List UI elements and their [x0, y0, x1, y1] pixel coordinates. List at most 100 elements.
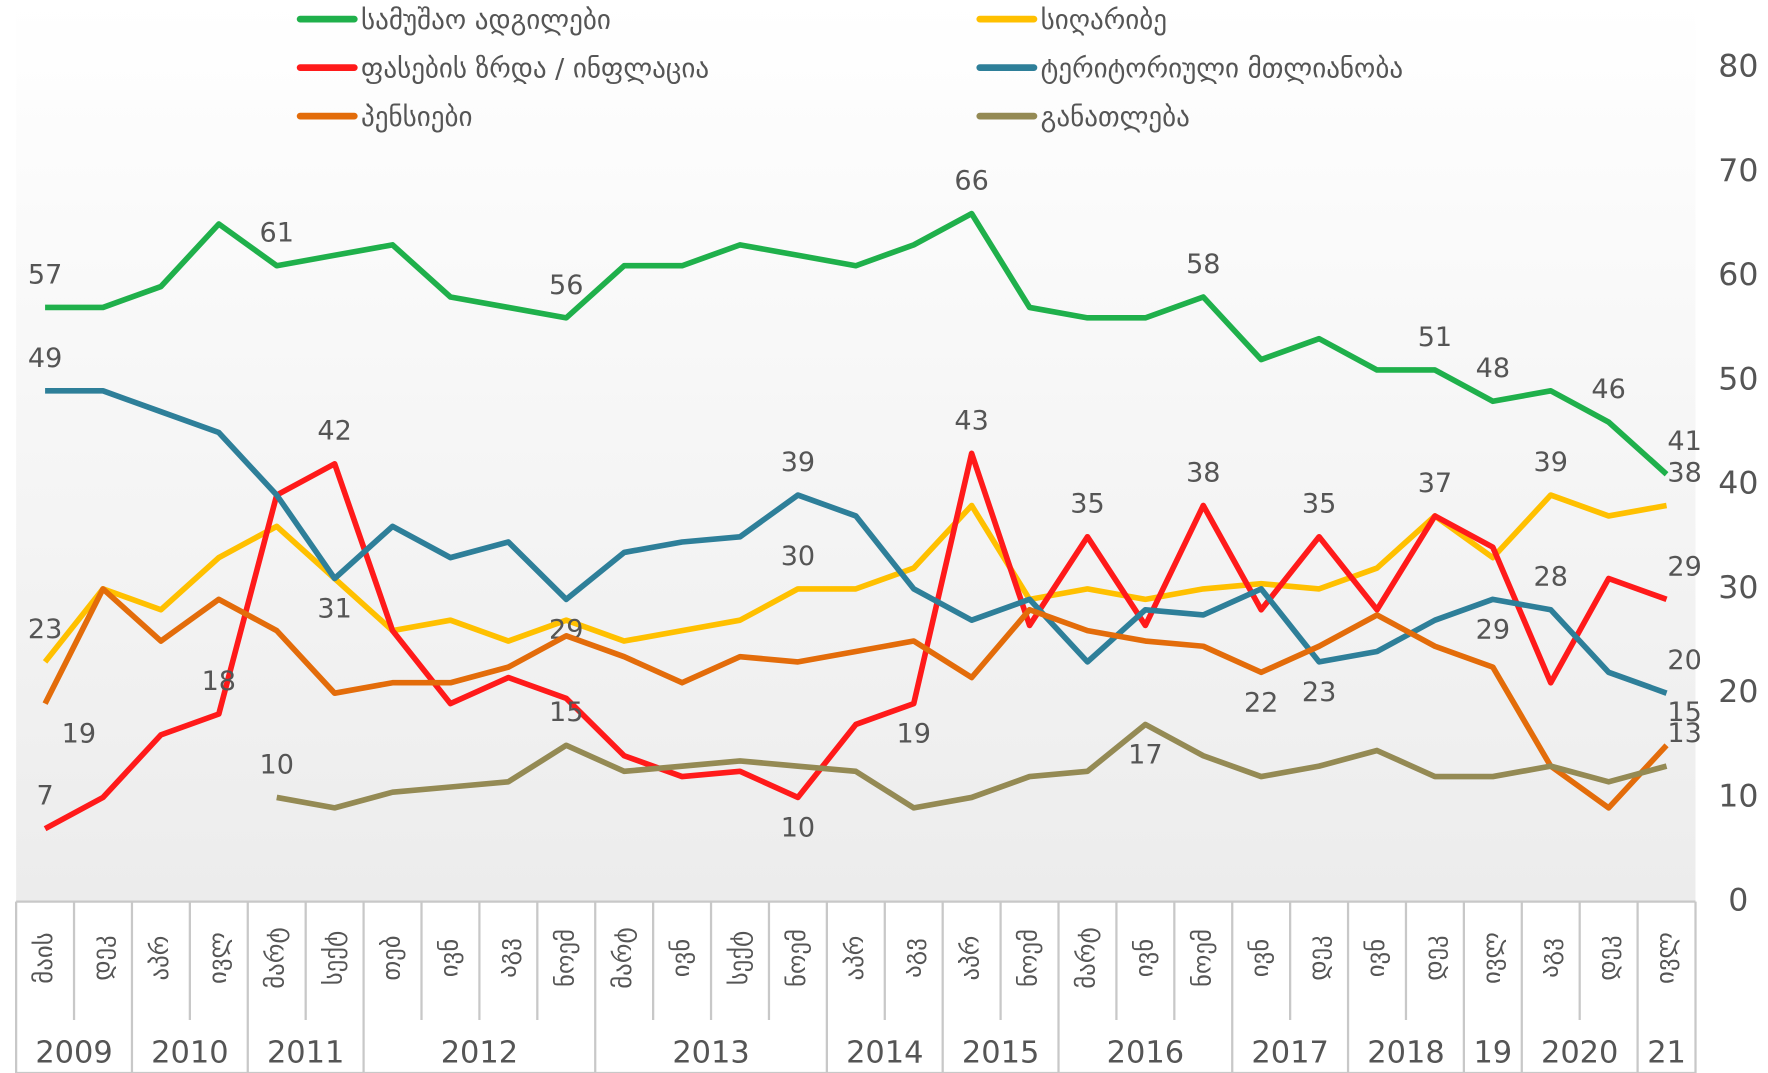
x-tick-label: დეკ [1593, 935, 1622, 980]
data-label: 61 [260, 218, 294, 249]
series-line [43, 450, 1668, 832]
y-tick-label: 50 [1718, 361, 1758, 397]
y-tick-label: 10 [1718, 778, 1758, 814]
x-tick-label: ივნ [666, 939, 695, 977]
data-label: 38 [1186, 457, 1220, 488]
data-label: 17 [1128, 740, 1162, 771]
series-line [45, 388, 1668, 696]
data-label: 15 [549, 697, 583, 728]
legend-label: განათლება [1041, 102, 1190, 133]
data-label: 13 [1667, 718, 1701, 749]
data-label: 23 [1302, 677, 1336, 708]
x-group-label: 2018 [1367, 1035, 1444, 1070]
x-tick-label: სექტ [724, 931, 753, 985]
x-group-label: 2012 [441, 1035, 518, 1070]
data-label: 15 [1667, 697, 1701, 728]
x-group-label: 2014 [846, 1035, 923, 1070]
x-tick-label: მაის [29, 932, 58, 983]
legend-label: ტერიტორიული მთლიანობა [1041, 53, 1403, 84]
x-tick-label: ივნ [434, 939, 463, 977]
x-group-label: 2016 [1107, 1035, 1184, 1070]
series-line [276, 721, 1668, 811]
x-tick-label: ივნ [1361, 939, 1390, 977]
data-label: 66 [954, 166, 988, 197]
plot-background [16, 0, 1696, 902]
data-label: 58 [1186, 249, 1220, 280]
data-label: 56 [549, 270, 583, 301]
data-label: 22 [1244, 687, 1278, 718]
x-group-label: 2013 [672, 1035, 749, 1070]
x-group-label: 19 [1473, 1035, 1512, 1070]
data-label: 23 [28, 614, 62, 645]
x-tick-label: აგვ [1535, 938, 1564, 978]
x-group-label: 2009 [35, 1035, 112, 1070]
x-tick-label: აპრ [145, 936, 174, 981]
legend-label: სიღარიბე [1041, 5, 1167, 36]
data-label: 31 [317, 594, 351, 625]
data-label: 39 [781, 447, 815, 478]
data-label: 35 [1070, 489, 1104, 520]
y-tick-label: 40 [1718, 466, 1758, 502]
y-tick-label: 80 [1718, 49, 1758, 85]
x-tick-label: ნოემ [1187, 929, 1216, 987]
x-tick-label: ნოემ [550, 929, 579, 987]
x-tick-label: სექტ [319, 931, 348, 985]
x-group-label: 21 [1647, 1035, 1686, 1070]
x-tick-label: დეკ [87, 935, 116, 980]
y-tick-label: 0 [1728, 883, 1748, 919]
x-group-label: 2017 [1251, 1035, 1328, 1070]
x-tick-label: ივნ [1245, 939, 1274, 977]
x-tick-label: აგვ [898, 938, 927, 978]
x-tick-label: აპრ [840, 936, 869, 981]
x-group-label: 2011 [267, 1035, 344, 1070]
data-label: 49 [28, 343, 62, 374]
x-tick-label: თებ [377, 935, 406, 980]
data-label: 18 [202, 666, 236, 697]
data-label: 19 [897, 719, 931, 750]
x-tick-label: ივლ [203, 932, 232, 984]
y-tick-label: 30 [1718, 570, 1758, 606]
series-line [42, 492, 1668, 664]
x-tick-label: ივლ [1651, 932, 1680, 984]
data-label: 35 [1302, 489, 1336, 520]
data-label: 29 [1667, 551, 1701, 582]
x-tick-label: ნოემ [1014, 929, 1043, 987]
y-tick-label: 20 [1718, 674, 1758, 710]
data-label: 38 [1667, 457, 1701, 488]
data-label: 20 [1667, 645, 1701, 676]
x-tick-label: დეკ [1419, 935, 1448, 980]
x-tick-label: ივნ [1129, 939, 1158, 977]
data-label: 28 [1534, 562, 1568, 593]
data-label: 29 [1476, 614, 1510, 645]
x-tick-label: მარტ [261, 927, 290, 988]
data-label: 10 [260, 749, 294, 780]
x-tick-label: აპრ [956, 936, 985, 981]
data-label: 37 [1418, 468, 1452, 499]
x-tick-label: ივლ [1477, 932, 1506, 984]
x-tick-label: მარტ [608, 927, 637, 988]
legend-label: პენსიები [361, 102, 472, 133]
x-tick-label: აგვ [492, 938, 521, 978]
data-label: 30 [781, 541, 815, 572]
series-line [42, 586, 1669, 811]
y-tick-label: 70 [1718, 153, 1758, 189]
series-line [45, 210, 1669, 477]
legend-label: ფასების ზრდა / ინფლაცია [361, 53, 709, 84]
x-tick-label: მარტ [1071, 927, 1100, 988]
x-tick-label: დეკ [1303, 935, 1332, 981]
x-group-label: 2010 [151, 1035, 228, 1070]
x-tick-label: ნოემ [782, 929, 811, 987]
data-label: 43 [954, 405, 988, 436]
data-label: 51 [1418, 322, 1452, 353]
data-label: 39 [1534, 447, 1568, 478]
data-label: 42 [317, 416, 351, 447]
data-label: 48 [1476, 353, 1510, 384]
legend-label: სამუშაო ადგილები [361, 5, 611, 36]
data-label: 57 [28, 259, 62, 290]
data-label: 10 [781, 812, 815, 843]
y-tick-label: 60 [1718, 257, 1758, 293]
data-label: 19 [62, 719, 96, 750]
data-label: 41 [1667, 426, 1701, 457]
data-label: 7 [36, 781, 53, 812]
